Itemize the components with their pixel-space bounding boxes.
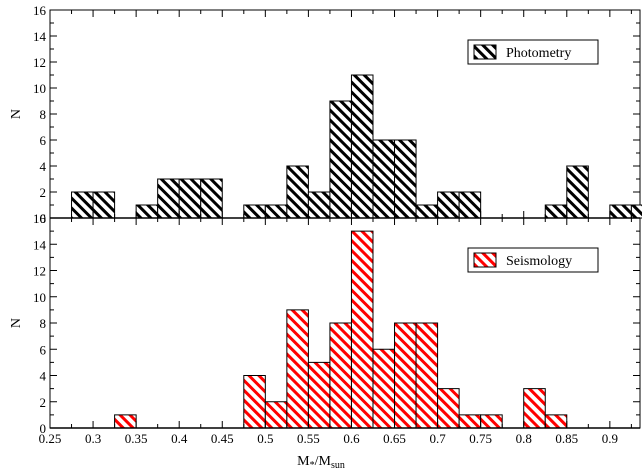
x-tick-label: 0.25 [39,431,62,446]
seismology-bar [415,322,439,429]
seismology-bar [480,414,503,429]
photometry-bar [135,204,159,219]
photometry-bar [544,204,568,219]
x-tick-label: 0.6 [343,431,360,446]
x-axis-label: M*/Msun [297,454,345,471]
photometry-y-tick-label: 8 [40,107,47,122]
photometry-bar [609,204,632,219]
x-tick-label: 0.7 [429,431,446,446]
photometry-y-tick-label: 6 [40,133,47,148]
x-tick-label: 0.85 [555,431,578,446]
photometry-panel: 0 2 4 6 8 10 12 14 16 N Photometry [9,3,642,226]
seismology-bar [329,322,352,429]
seismology-bar [544,414,568,429]
x-tick-label: 0.35 [125,431,148,446]
photometry-bar [415,204,439,219]
x-tick-label: 0.9 [602,431,618,446]
seismology-bar [243,375,266,429]
seismology-bar [350,230,374,429]
photometry-y-axis-label: N [9,109,24,119]
seismology-bar [114,414,137,429]
seismology-y-tick-label: 12 [33,264,46,279]
seismology-y-tick-label: 4 [40,369,47,384]
x-tick-label: 0.4 [171,431,188,446]
x-tick-label: 0.55 [297,431,320,446]
x-axis: 0.25 0.3 0.35 0.4 0.45 0.5 0.55 0.6 0.65 0.7 0.75 0… [39,431,618,446]
x-tick-label: 0.5 [257,431,273,446]
photometry-bar [264,204,288,219]
photometry-bar [394,139,417,219]
photometry-bar [157,178,180,219]
photometry-bar [200,178,223,219]
seismology-bar [286,309,309,429]
photometry-y-tick-label: 16 [33,3,47,18]
photometry-legend-swatch [473,44,497,60]
photometry-bar [307,191,331,219]
photometry-bar [329,100,352,219]
photometry-y-tick-label: 12 [33,55,46,70]
photometry-y-tick-label: 0 [40,211,47,226]
photometry-legend-label: Photometry [506,46,571,61]
photometry-bar [372,139,396,219]
seismology-legend-swatch [473,252,497,268]
photometry-bar [243,204,266,219]
seismology-bar [523,388,546,429]
seismology-y-tick-label: 8 [40,316,47,331]
seismology-bar [437,388,460,429]
photometry-bar [437,191,460,219]
seismology-y-tick-label: 14 [33,237,47,252]
photometry-bar [178,178,202,219]
x-tick-label: 0.65 [383,431,406,446]
seismology-y-tick-label: 6 [40,342,47,357]
photometry-bar [566,165,589,219]
seismology-y-axis-label: N [9,318,24,328]
photometry-y-tick-label: 10 [33,81,46,96]
photometry-bar [286,165,309,219]
seismology-panel: 0 2 4 6 8 10 12 14 16 N Seismology [9,211,641,436]
photometry-bar [350,74,374,219]
photometry-y-tick-label: 2 [40,185,47,200]
seismology-y-tick-label: 10 [33,290,46,305]
seismology-y-tick-label: 16 [33,211,47,226]
seismology-bar [264,401,288,429]
x-tick-label: 0.8 [516,431,532,446]
photometry-bar [458,191,482,219]
photometry-bar [71,191,94,219]
seismology-bar [307,361,331,429]
seismology-y-tick-label: 2 [40,395,47,410]
photometry-y-tick-label: 14 [33,29,47,44]
seismology-legend-label: Seismology [506,254,572,269]
seismology-y-tick-label: 0 [40,421,47,436]
seismology-bar [394,322,417,429]
photometry-y-tick-label: 4 [40,159,47,174]
x-tick-label: 0.3 [85,431,101,446]
x-tick-label: 0.75 [469,431,492,446]
photometry-bar [92,191,116,219]
x-tick-label: 0.45 [211,431,234,446]
seismology-bar [372,348,396,429]
seismology-bar [458,414,482,429]
photometry-bar [630,204,642,219]
